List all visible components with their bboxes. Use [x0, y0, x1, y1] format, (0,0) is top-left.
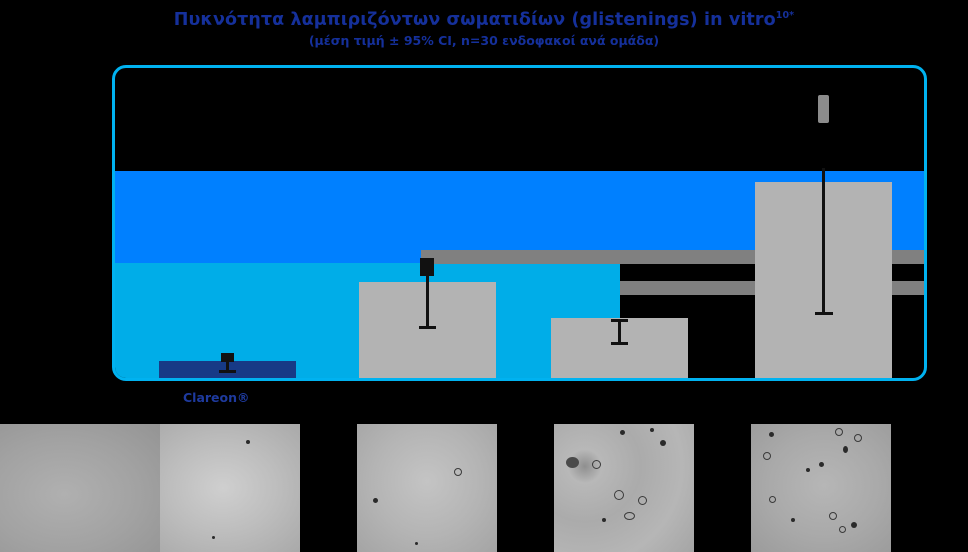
error-bar-3-stem: [618, 320, 621, 344]
micrograph-strip: [0, 424, 968, 552]
glistening-dot: [246, 440, 250, 444]
glistening-dot: [769, 432, 774, 437]
glistening-dot: [650, 428, 654, 432]
glistening-ring: [614, 490, 624, 500]
glistening-dot: [415, 542, 418, 545]
error-bar-1-stem: [226, 355, 229, 372]
micrograph-3: [357, 424, 497, 552]
micrograph-1: [0, 424, 160, 552]
error-bar-3-cap-bottom: [611, 342, 628, 345]
glistening-ring: [454, 468, 462, 476]
glistening-dot: [373, 498, 378, 503]
glistening-dot: [819, 462, 824, 467]
page-title-superscript: 10*: [775, 10, 795, 21]
error-bar-5-stem: [822, 168, 825, 314]
micrograph-2: [160, 424, 300, 552]
category-label-clareon: Clareon®: [183, 390, 250, 405]
glistening-ring: [592, 460, 601, 469]
glistening-ring: [624, 512, 635, 520]
chart-plot-area: [115, 68, 924, 378]
error-bar-5-cap-bottom: [815, 312, 833, 315]
chart-plot-frame: [112, 65, 927, 381]
page-subtitle: (μέση τιμή ± 95% CI, n=30 ενδοφακοί ανά …: [308, 32, 660, 48]
glistening-ring: [769, 496, 776, 503]
title-block: Πυκνότητα λαμπιριζόντων σωματιδίων (glis…: [0, 6, 968, 49]
glistening-dot: [660, 440, 666, 446]
glistening-dot: [620, 430, 625, 435]
glistening-dot: [806, 468, 810, 472]
error-bar-1-cap-top: [221, 353, 234, 362]
glistening-dot: [791, 518, 795, 522]
glistening-dot: [851, 522, 857, 528]
glistening-ring: [854, 434, 862, 442]
error-bar-2-cap-top: [420, 258, 434, 276]
micrograph-4: [554, 424, 694, 552]
glistening-dot: [212, 536, 215, 539]
glistening-dot: [566, 457, 579, 468]
glistening-ring: [638, 496, 647, 505]
page-title: Πυκνότητα λαμπιριζόντων σωματιδίων (glis…: [0, 6, 968, 30]
error-bar-2-stem: [426, 266, 429, 328]
glistening-ring: [839, 526, 846, 533]
micrograph-5: [751, 424, 891, 552]
glistening-dot: [843, 446, 848, 453]
glistening-ring: [835, 428, 843, 436]
glistening-ring: [829, 512, 837, 520]
page-title-text: Πυκνότητα λαμπιριζόντων σωματιδίων (glis…: [173, 9, 776, 30]
glistening-dot: [602, 518, 606, 522]
error-bar-3-cap-top: [611, 319, 628, 322]
glistening-ring: [763, 452, 771, 460]
error-bar-1-cap-bottom: [219, 370, 236, 373]
error-bar-5-cap-top: [818, 95, 829, 123]
error-bar-2-cap-bottom: [419, 326, 436, 329]
